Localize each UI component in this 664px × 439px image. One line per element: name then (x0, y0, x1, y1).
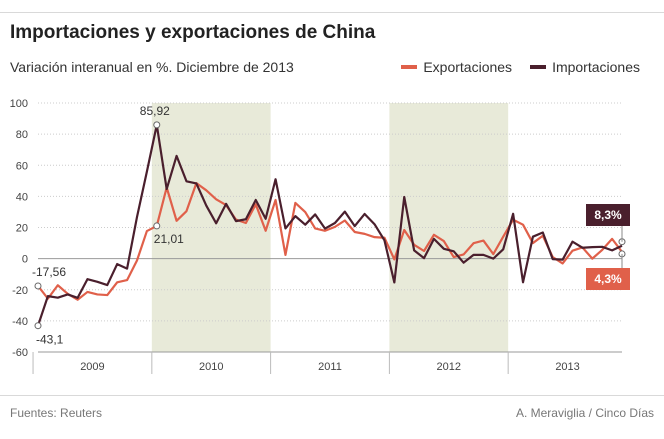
y-tick-label: -20 (12, 285, 28, 297)
x-tick-label-2010: 2010 (199, 361, 223, 373)
marker-exports-peak (153, 222, 161, 230)
y-tick-label: 60 (16, 160, 28, 172)
badge-imports-end-label: 8,3% (594, 208, 622, 222)
bottom-rule (0, 395, 664, 396)
y-tick-label: 20 (16, 223, 28, 235)
label-exports-start: -17,56 (32, 265, 66, 279)
y-tick-label: 40 (16, 191, 28, 203)
legend-item-imports: Importaciones (530, 59, 640, 75)
credit-note: A. Meraviglia / Cinco Días (515, 406, 654, 420)
legend-swatch-exports (401, 65, 418, 69)
y-tick-label: 100 (10, 98, 28, 110)
top-rule (0, 12, 664, 13)
series-line-imports (36, 123, 623, 327)
chart-subtitle: Variación interanual en %. Diciembre de … (10, 59, 294, 75)
marker-imports-peak (153, 121, 161, 129)
y-tick-label: -40 (12, 316, 28, 328)
badge-exports-end (586, 268, 630, 290)
legend-label-exports: Exportaciones (423, 59, 513, 75)
marker-imports-start (34, 322, 42, 330)
x-tick-label-2013: 2013 (555, 361, 579, 373)
source-note: Fuentes: Reuters (10, 406, 103, 420)
legend-swatch-imports (530, 65, 547, 69)
y-tick-label: 0 (22, 254, 28, 266)
legend: Exportaciones Importaciones (401, 59, 640, 75)
badge-imports-end (586, 204, 630, 226)
y-tick-label: -60 (12, 347, 28, 359)
x-tick-label-2009: 2009 (80, 361, 104, 373)
label-imports-start: -43,1 (36, 333, 64, 347)
y-tick-label: 80 (16, 129, 28, 141)
legend-label-imports: Importaciones (552, 59, 640, 75)
x-tick-label-2012: 2012 (437, 361, 461, 373)
series-line-exports (37, 182, 623, 301)
x-tick-label-2011: 2011 (318, 361, 342, 373)
marker-exports-start (34, 282, 42, 290)
shaded-period-0 (151, 103, 271, 352)
legend-item-exports: Exportaciones (401, 59, 512, 75)
line-chart: 100 80 60 40 20 0 -20 -40 -60 2009 2010 2011 2012 201… (10, 98, 630, 374)
label-imports-peak: 85,92 (140, 104, 170, 118)
badge-exports-end-label: 4,3% (594, 272, 622, 286)
chart-title: Importaciones y exportaciones de China (10, 22, 376, 43)
label-exports-peak: 21,01 (154, 232, 184, 246)
